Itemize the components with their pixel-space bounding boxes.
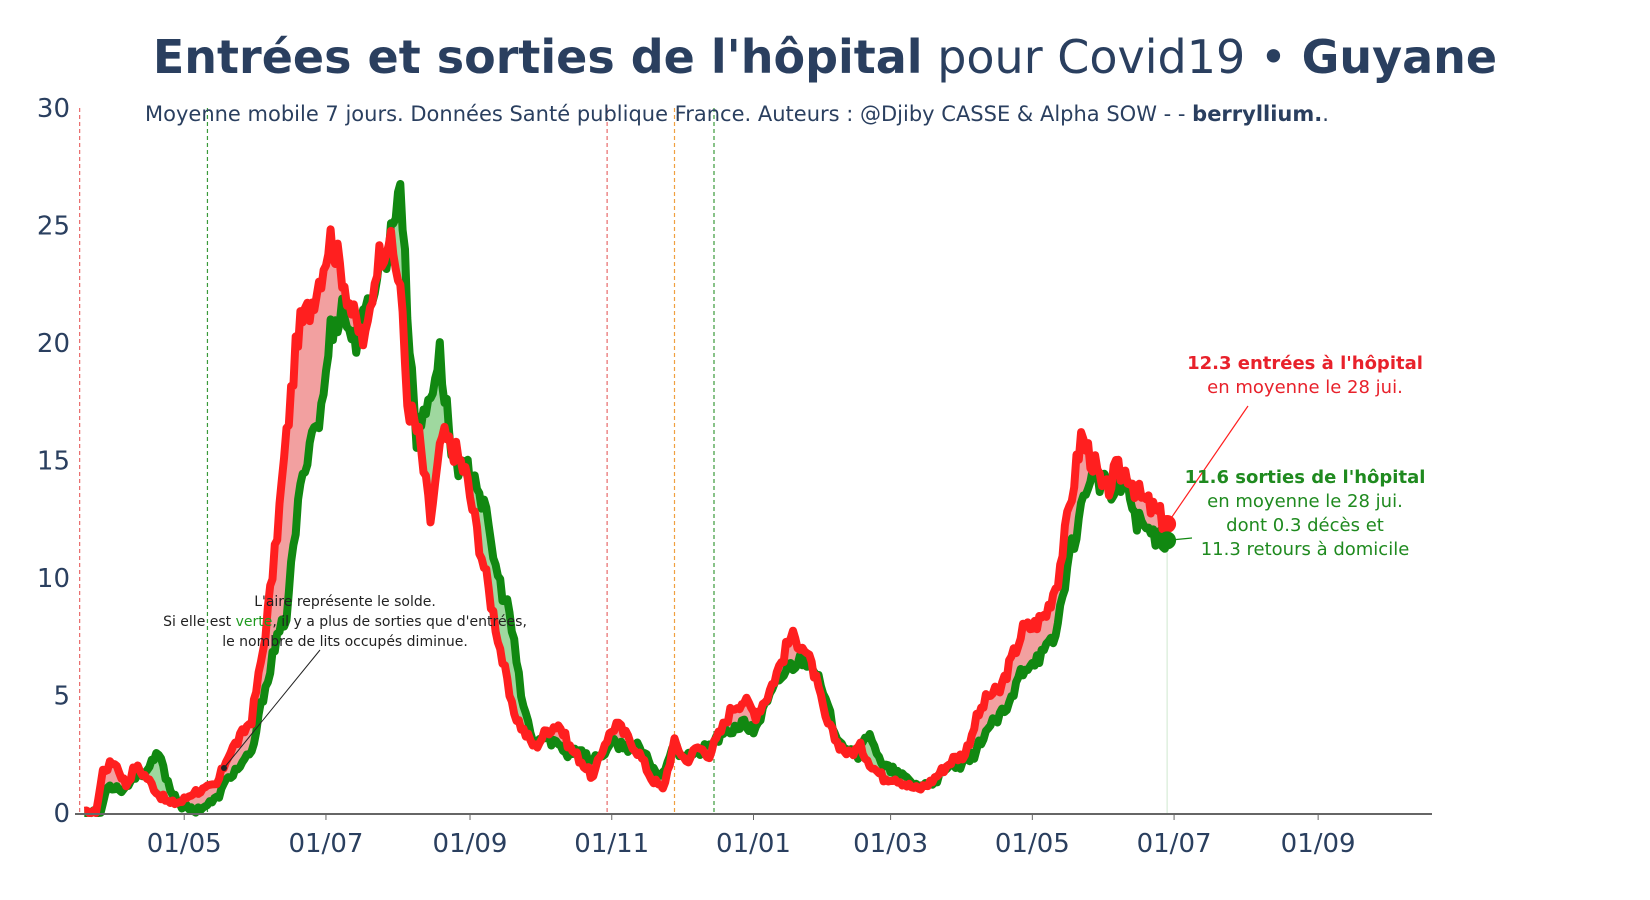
callout-line-area-note [223,649,321,769]
annotation-exits-line3: dont 0.3 décès et [1226,515,1384,536]
annotation-entries-line1: 12.3 entrées à l'hôpital [1187,353,1423,374]
annotation-exits-line1: 11.6 sorties de l'hôpital [1184,467,1426,488]
x-tick-label: 01/11 [574,829,649,859]
end-markers [221,514,1177,771]
y-tick-label: 20 [37,329,70,359]
event-vertical-lines [79,108,1168,813]
area-more-entries [177,229,361,813]
area-note-line3: le nombre de lits occupés diminue. [222,634,468,650]
entries-end-marker [1158,514,1177,533]
title-separator: • [1259,30,1287,84]
series-lines [82,180,1171,817]
annotation-entries-line2: en moyenne le 28 jui. [1207,377,1403,398]
tick-labels: 0 5 10 15 20 25 30 01/05 01/07 01/09 01/11 01/01 01/… [37,94,1356,859]
subtitle-text: Moyenne mobile 7 jours. Données Santé pu… [145,102,1193,126]
annotation-exits: 11.6 sorties de l'hôpital en moyenne le … [1165,466,1445,562]
x-tick-label: 01/05 [995,829,1070,859]
area-note-line1: L'aire représente le solde. [254,594,436,610]
x-tick-label: 01/05 [147,829,222,859]
balance-area-fills [84,184,1168,813]
y-tick-label: 25 [37,212,70,242]
x-tick-label: 01/07 [288,829,363,859]
x-tick-label: 01/03 [853,829,928,859]
annotation-area-note: L'aire représente le solde. Si elle est … [130,592,560,652]
x-tick-label: 01/07 [1137,829,1212,859]
annotation-entries: 12.3 entrées à l'hôpital en moyenne le 2… [1165,352,1445,400]
area-note-green-word: verte [235,614,273,630]
chart-title: Entrées et sorties de l'hôpital pour Cov… [0,30,1650,84]
y-tick-label: 10 [37,564,70,594]
exits-end-marker [1158,531,1177,550]
annotation-exits-line4: 11.3 retours à domicile [1200,539,1410,560]
x-tick-label: 01/09 [1281,829,1356,859]
title-bold-part: Entrées et sorties de l'hôpital [152,30,923,84]
y-tick-label: 0 [53,799,70,829]
y-tick-label: 15 [37,447,70,477]
y-tick-label: 5 [53,682,70,712]
annotation-exits-line2: en moyenne le 28 jui. [1207,491,1403,512]
series-line-exits [82,180,1171,817]
area-note-suffix: , il y a plus de sorties que d'entrées, [272,614,527,630]
subtitle-suffix: . [1322,102,1329,126]
x-tick-label: 01/01 [716,829,791,859]
title-normal-part: pour Covid19 [937,30,1246,84]
x-tick-label: 01/09 [433,829,508,859]
area-note-anchor-dot [221,765,227,771]
y-tick-label: 30 [37,94,70,124]
title-region: Guyane [1301,30,1498,84]
callout-line-entries [1166,405,1249,525]
chart-subtitle: Moyenne mobile 7 jours. Données Santé pu… [145,102,1329,126]
area-note-line2: Si elle est verte, il y a plus de sortie… [130,612,560,632]
area-note-prefix: Si elle est [163,614,236,630]
series-line-entries [82,225,1171,817]
subtitle-brand: berryllium. [1192,102,1323,126]
